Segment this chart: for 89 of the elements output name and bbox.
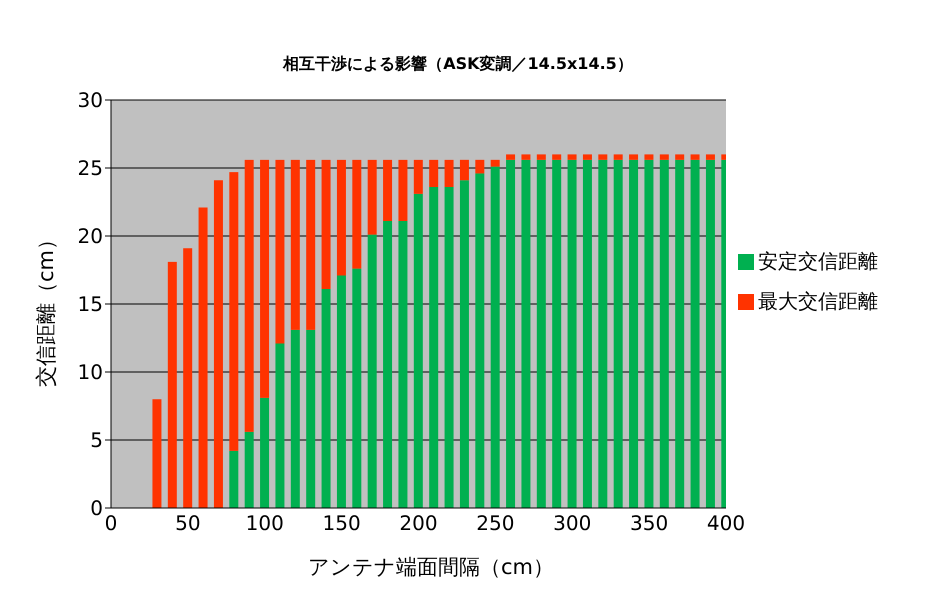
x-tick-label: 350	[630, 511, 668, 536]
bar	[322, 160, 331, 290]
bar	[582, 154, 592, 160]
x-tick-label: 250	[476, 511, 514, 536]
legend-label: 安定交信距離	[758, 248, 878, 272]
bar	[229, 172, 238, 451]
bar	[536, 154, 546, 160]
bar	[336, 275, 346, 508]
bar	[568, 160, 577, 508]
bar	[260, 160, 270, 398]
bar	[521, 160, 530, 508]
bar	[306, 330, 316, 508]
x-tick-label: 150	[322, 511, 361, 536]
bar	[429, 160, 438, 188]
bar	[368, 160, 377, 235]
y-tick-label: 0	[90, 496, 103, 520]
bar	[398, 221, 408, 508]
bar	[183, 248, 192, 508]
bar	[660, 154, 669, 160]
bar	[675, 154, 684, 160]
bar	[490, 160, 500, 167]
bar	[475, 160, 484, 174]
bar	[506, 154, 516, 160]
bar	[398, 160, 408, 222]
bar	[260, 398, 270, 508]
x-tick-label: 300	[553, 511, 592, 536]
y-tick-label: 10	[78, 360, 103, 384]
bar	[690, 160, 700, 508]
bar	[521, 154, 530, 160]
bar	[660, 160, 669, 508]
bar	[306, 160, 316, 330]
bar	[506, 160, 516, 508]
x-tick-label: 400	[706, 511, 746, 536]
y-tick-label: 20	[78, 224, 103, 248]
bar	[675, 160, 684, 508]
bar	[629, 160, 638, 508]
x-tick-label: 200	[399, 511, 438, 536]
bar	[168, 262, 177, 508]
bar	[414, 194, 423, 508]
bar	[552, 160, 562, 508]
legend-label: 最大交信距離	[758, 288, 878, 312]
bar	[614, 154, 623, 160]
bar	[490, 166, 500, 508]
bar	[582, 160, 592, 508]
bar	[444, 160, 454, 188]
bar	[198, 207, 208, 508]
bar	[368, 234, 377, 508]
bar	[614, 160, 623, 508]
bar	[229, 450, 238, 508]
bar	[352, 268, 362, 508]
bar	[690, 154, 700, 160]
y-axis-title: 交信距離（cm）	[33, 228, 59, 388]
bar	[644, 160, 654, 508]
x-axis-title: アンテナ端面間隔（cm）	[306, 554, 555, 581]
bar	[429, 187, 438, 508]
y-tick-label: 30	[78, 88, 103, 112]
bar	[290, 160, 300, 330]
bar	[644, 154, 654, 160]
bar	[352, 160, 362, 269]
y-tick-label: 25	[78, 156, 103, 180]
bar	[336, 160, 346, 276]
bar	[460, 160, 469, 180]
bar	[460, 180, 469, 508]
bar	[706, 160, 715, 508]
bar	[444, 187, 454, 508]
bar	[290, 330, 300, 508]
x-tick-label: 100	[246, 511, 284, 536]
bar	[552, 154, 562, 160]
bar	[383, 160, 392, 222]
bar	[383, 221, 392, 508]
bar	[598, 154, 608, 160]
bar	[244, 160, 254, 432]
y-tick-label: 15	[78, 292, 103, 316]
x-tick-label: 50	[175, 511, 201, 536]
y-tick-label: 5	[90, 428, 103, 452]
bar	[568, 154, 577, 160]
bar	[536, 160, 546, 508]
bar	[275, 343, 284, 508]
bar	[214, 180, 223, 508]
bar	[322, 289, 331, 508]
bar	[244, 432, 254, 508]
bar	[152, 399, 162, 508]
bar	[598, 160, 608, 508]
bar	[629, 154, 638, 160]
bar	[706, 154, 715, 160]
bar	[475, 173, 484, 508]
bar	[414, 160, 423, 194]
chart-title: 相互干渉による影響（ASK変調／14.5x14.5）	[282, 54, 634, 75]
bar	[275, 160, 284, 344]
